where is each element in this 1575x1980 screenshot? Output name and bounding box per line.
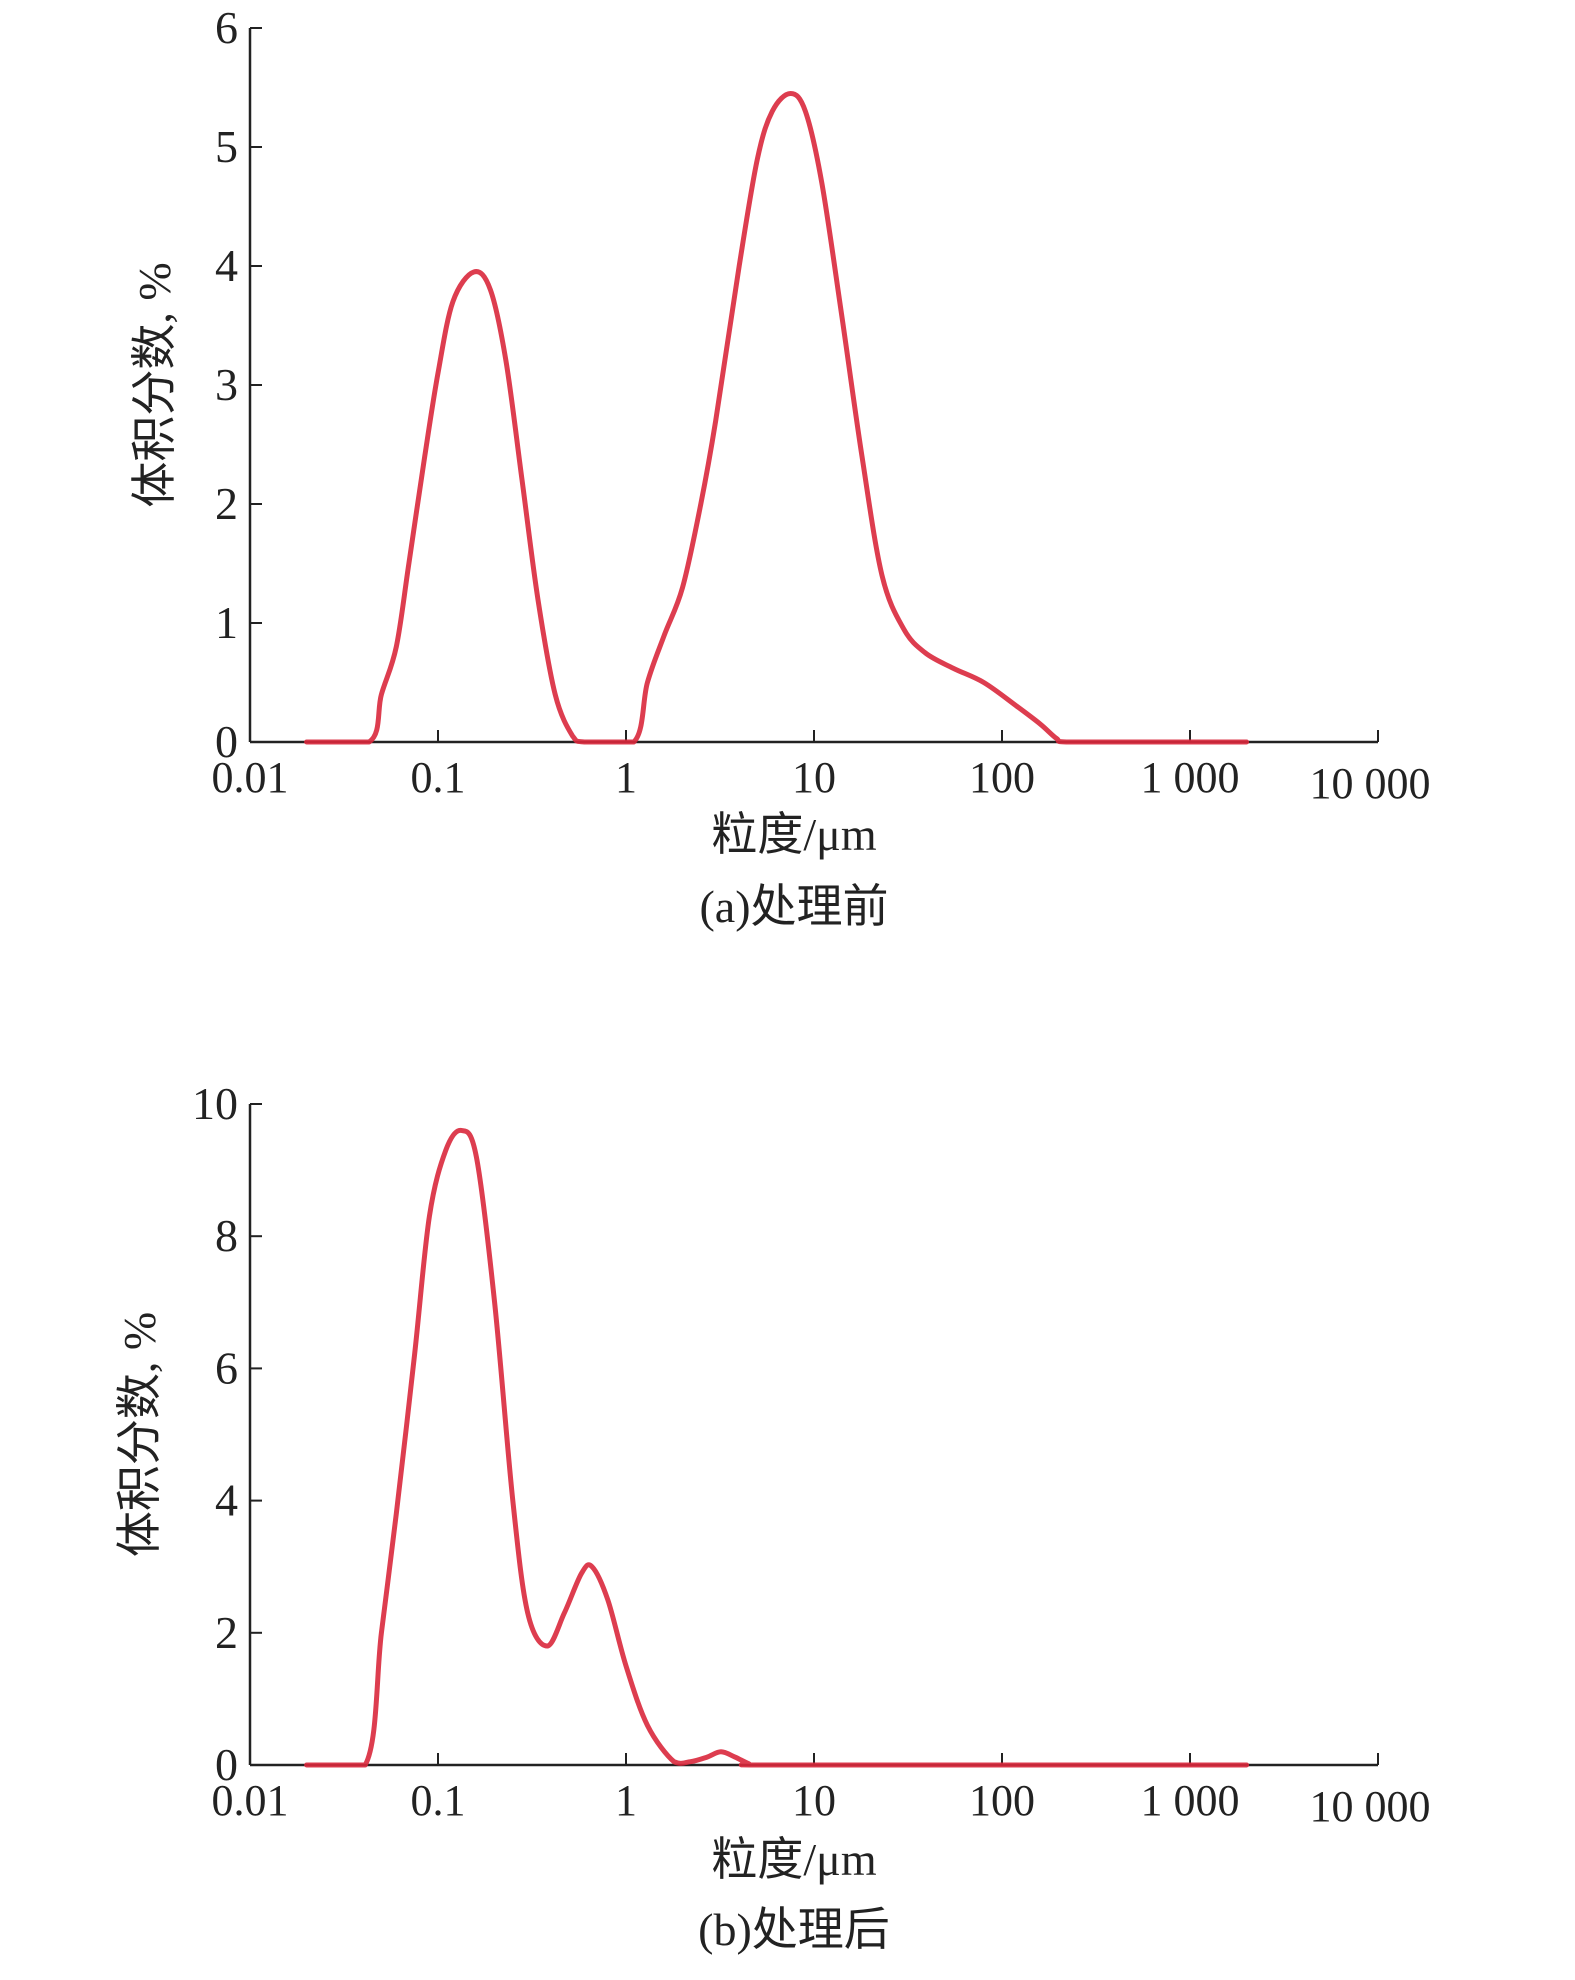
y-tick-label: 2 [215,1607,238,1658]
y-tick-label: 4 [215,240,238,291]
y-tick-label: 1 [215,597,238,648]
x-tick-label: 0.01 [212,1776,289,1825]
x-axis-label: 粒度/μm [711,1834,876,1885]
x-tick-label: 1 [615,1776,637,1825]
y-tick-label: 4 [215,1475,238,1526]
chart-b: 0.01 0.1 1 10 100 1 000 10 000 0 2 4 6 8 10 粒度/μm 体积分数… [114,1078,1431,1955]
x-tick-label: 1 000 [1141,753,1240,802]
y-tick-label: 10 [192,1078,238,1129]
x-tick-label: 10 000 [1310,1782,1431,1831]
y-axis-label: 体积分数, % [114,1312,165,1557]
y-tick-label: 6 [215,2,238,53]
x-tick-label: 0.1 [411,753,466,802]
series-line [304,1127,1250,1768]
y-tick-label: 5 [215,121,238,172]
y-tick-label: 2 [215,478,238,529]
chart-caption: (a)处理前 [699,881,888,932]
x-tick-label: 1 [615,753,637,802]
y-tick-label: 6 [215,1342,238,1393]
x-tick-label: 0.01 [212,753,289,802]
y-axis-label: 体积分数, % [129,262,180,507]
x-tick-label: 0.1 [411,1776,466,1825]
x-axis-label: 粒度/μm [711,809,876,860]
series-line [304,90,1250,745]
x-tick-label: 10 [792,753,836,802]
x-tick-label: 100 [969,1776,1035,1825]
y-tick-label: 8 [215,1210,238,1261]
x-tick-label: 1 000 [1141,1776,1240,1825]
y-tick-label: 0 [215,1739,238,1790]
chart-a: 0.01 0.1 1 10 100 1 000 10 000 0 1 2 3 4 5 6 粒度/μm 体积分数… [129,2,1431,932]
y-tick-label: 0 [215,716,238,767]
x-tick-label: 10 [792,1776,836,1825]
x-tick-label: 100 [969,753,1035,802]
x-tick-label: 10 000 [1310,759,1431,808]
chart-caption: (b)处理后 [698,1904,890,1955]
y-tick-label: 3 [215,359,238,410]
